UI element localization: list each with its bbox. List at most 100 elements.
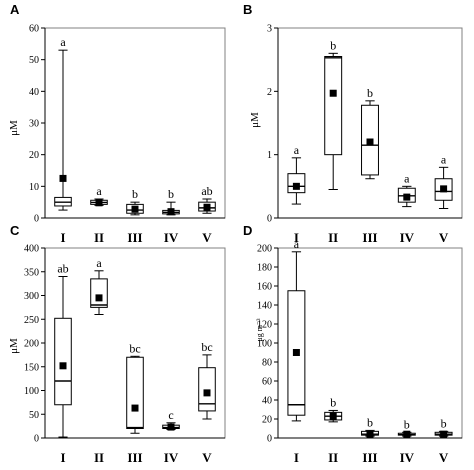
- significance-letter: b: [330, 395, 336, 409]
- x-category-label: I: [60, 230, 65, 245]
- x-category-label: II: [328, 450, 338, 465]
- y-tick-label: 0: [34, 434, 39, 445]
- box-iii: b: [361, 415, 379, 438]
- significance-letter: b: [132, 187, 138, 201]
- mean-marker: [292, 182, 300, 190]
- box-iv: b: [397, 417, 416, 438]
- y-tick-label: 300: [24, 291, 39, 302]
- mean-marker: [329, 412, 337, 420]
- y-tick-label: 250: [24, 315, 39, 326]
- y-tick-label: 2: [267, 87, 272, 98]
- y-tick-label: 50: [29, 55, 39, 66]
- box-i: a: [54, 35, 72, 211]
- y-tick-label: 100: [257, 339, 272, 350]
- mean-marker: [440, 185, 448, 193]
- iqr-box: [198, 367, 216, 412]
- y-tick-label: 0: [267, 434, 272, 445]
- mean-marker: [59, 362, 67, 370]
- box-iv: b: [162, 187, 180, 216]
- box-iv: c: [162, 408, 180, 431]
- mean-marker: [167, 423, 175, 431]
- significance-letter: c: [168, 408, 173, 422]
- panel-letter: C: [10, 223, 20, 238]
- y-tick-label: 150: [24, 362, 39, 373]
- y-tick-label: 1: [267, 150, 272, 161]
- x-category-label: IV: [400, 450, 415, 465]
- x-category-label: V: [202, 450, 212, 465]
- x-category-label: II: [94, 450, 104, 465]
- iqr-box: [54, 317, 72, 406]
- y-tick-label: 100: [24, 386, 39, 397]
- y-tick-label: 180: [257, 263, 272, 274]
- x-category-label: III: [362, 450, 377, 465]
- y-axis-label: μg m⁻³: [255, 318, 264, 342]
- mean-marker: [403, 193, 411, 201]
- mean-marker: [131, 205, 139, 213]
- y-tick-label: 20: [262, 415, 272, 426]
- box-i: ab: [54, 262, 72, 438]
- x-category-label: I: [294, 230, 299, 245]
- mean-marker: [203, 203, 211, 211]
- x-category-label: IV: [164, 230, 179, 245]
- y-tick-label: 0: [267, 214, 272, 225]
- significance-letter: bc: [129, 341, 140, 355]
- box-i: a: [287, 143, 306, 205]
- box-ii: b: [324, 395, 343, 423]
- mean-marker: [59, 174, 67, 182]
- y-tick-label: 10: [29, 182, 39, 193]
- y-tick-label: 30: [29, 119, 39, 130]
- mean-marker: [366, 138, 374, 146]
- box-v: ab: [198, 184, 216, 214]
- x-category-label: I: [60, 450, 65, 465]
- significance-letter: a: [294, 143, 300, 157]
- y-tick-label: 120: [257, 320, 272, 331]
- y-tick-label: 200: [257, 244, 272, 255]
- significance-letter: a: [60, 35, 66, 49]
- x-category-label: III: [127, 230, 142, 245]
- significance-letter: a: [96, 184, 102, 198]
- significance-letter: b: [404, 417, 410, 431]
- y-tick-label: 50: [29, 410, 39, 421]
- y-tick-label: 3: [267, 24, 272, 35]
- x-category-label: V: [439, 230, 449, 245]
- significance-letter: ab: [201, 184, 212, 198]
- significance-letter: a: [441, 152, 447, 166]
- box-ii: a: [90, 184, 108, 207]
- significance-letter: a: [404, 171, 410, 185]
- x-category-label: I: [294, 450, 299, 465]
- x-category-label: II: [94, 230, 104, 245]
- significance-letter: b: [168, 187, 174, 201]
- y-tick-label: 60: [29, 24, 39, 35]
- y-tick-label: 350: [24, 267, 39, 278]
- significance-letter: b: [330, 38, 336, 52]
- significance-letter: b: [367, 86, 373, 100]
- y-tick-label: 140: [257, 301, 272, 312]
- significance-letter: ab: [57, 262, 68, 276]
- box-v: b: [434, 416, 453, 438]
- mean-marker: [440, 430, 448, 438]
- box-i: a: [287, 237, 306, 422]
- y-axis-label: μM: [8, 120, 20, 136]
- y-tick-label: 400: [24, 244, 39, 255]
- significance-letter: a: [96, 256, 102, 270]
- iqr-box: [324, 56, 343, 156]
- mean-marker: [329, 89, 337, 97]
- iqr-box: [126, 356, 144, 429]
- box-iii: b: [126, 187, 144, 216]
- x-category-label: III: [127, 450, 142, 465]
- y-tick-label: 20: [29, 150, 39, 161]
- box-ii: b: [324, 38, 343, 190]
- significance-letter: bc: [201, 340, 212, 354]
- y-tick-label: 80: [262, 358, 272, 369]
- y-tick-label: 200: [24, 339, 39, 350]
- panel-letter: B: [243, 2, 252, 17]
- x-category-label: IV: [400, 230, 415, 245]
- x-category-label: V: [439, 450, 449, 465]
- mean-marker: [403, 430, 411, 438]
- y-tick-label: 160: [257, 282, 272, 293]
- box-v: a: [434, 152, 453, 209]
